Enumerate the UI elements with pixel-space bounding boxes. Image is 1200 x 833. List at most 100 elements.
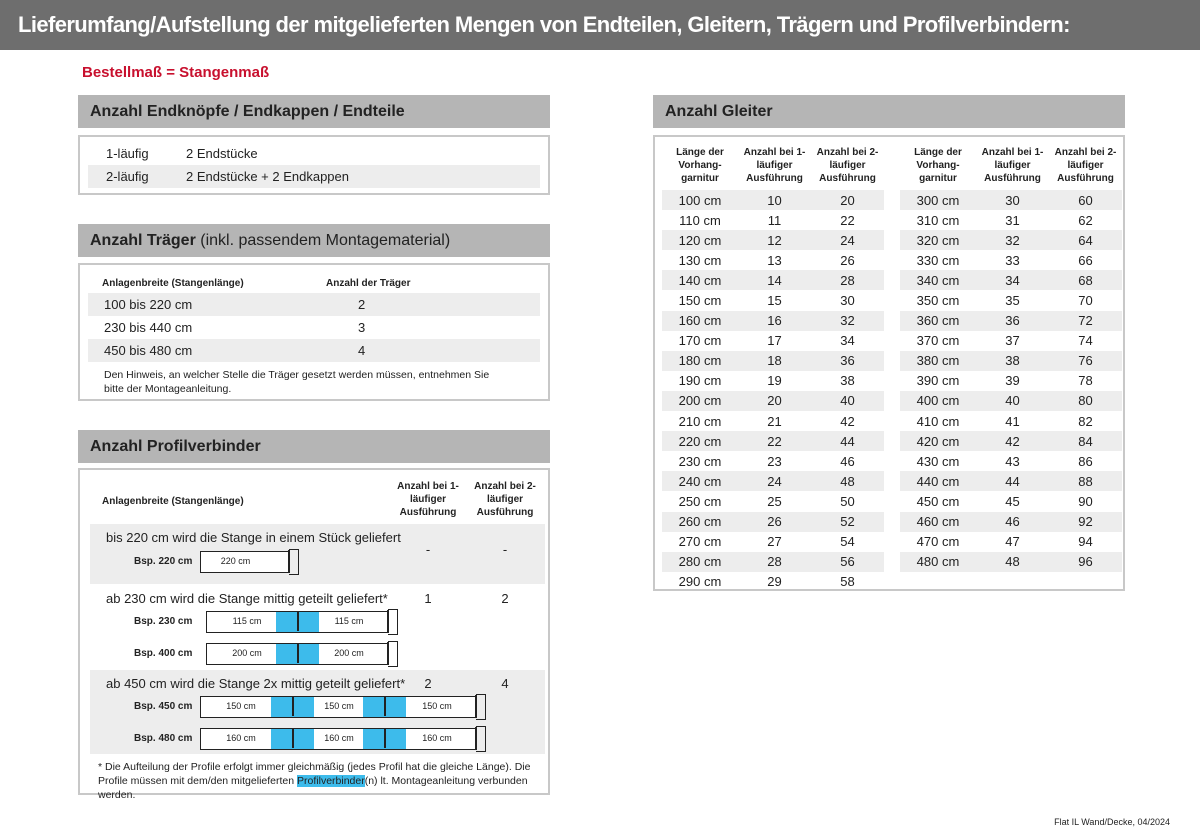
gleiter-count-1: 24: [767, 473, 782, 489]
gleiter-length: 190 cm: [678, 373, 722, 389]
gleiter-count-2: 22: [840, 212, 855, 228]
gleiter-count-2: 72: [1078, 313, 1093, 329]
gleiter-count-1: 39: [1005, 373, 1020, 389]
gleiter-length: 460 cm: [916, 514, 960, 530]
gleiter-length: 130 cm: [678, 252, 722, 268]
traeger-range: 100 bis 220 cm: [104, 297, 193, 312]
traeger-count: 2: [358, 297, 366, 312]
gleiter-count-1: 19: [767, 373, 782, 389]
gleiter-row: 330 cm 33 66: [900, 250, 1122, 270]
order-note: Bestellmaß = Stangenmaß: [82, 64, 270, 81]
example-label: Bsp. 480 cm: [134, 733, 193, 744]
gleiter-count-1: 14: [767, 272, 782, 288]
gleiter-col-header: Anzahl bei 2-läufiger Ausführung: [1054, 146, 1117, 184]
gleiter-row: 180 cm 18 36: [662, 350, 884, 371]
gleiter-row: 240 cm 24 48: [662, 471, 884, 492]
gleiter-row: 160 cm 16 32: [662, 310, 884, 331]
rail-diagram: 160 cm 160 cm 160 cm: [200, 728, 476, 750]
traeger-box: Anlagenbreite (Stangenlänge) Anzahl der T…: [78, 263, 550, 401]
gleiter-length: 180 cm: [678, 353, 722, 369]
gleiter-count-2: 84: [1078, 433, 1093, 449]
example-label: Bsp. 450 cm: [134, 701, 193, 712]
gleiter-row: 100 cm 10 20: [662, 190, 884, 211]
gleiter-row: 360 cm 36 72: [900, 310, 1122, 331]
example-label: Bsp. 230 cm: [134, 616, 193, 627]
gleiter-count-1: 17: [767, 333, 782, 349]
profil-count-2: 4: [501, 676, 509, 691]
profil-col1: Anlagenbreite (Stangenlänge): [102, 496, 244, 507]
profil-group: ab 230 cm wird die Stange mittig geteilt…: [90, 585, 545, 669]
gleiter-count-1: 12: [767, 232, 782, 248]
gleiter-count-1: 47: [1005, 534, 1020, 550]
segment-length: 160 cm: [226, 733, 256, 743]
gleiter-count-2: 62: [1078, 212, 1093, 228]
endteile-box: 1-läufig 2 Endstücke 2-läufig 2 Endstücke +…: [78, 135, 550, 195]
gleiter-count-1: 42: [1005, 433, 1020, 449]
gleiter-count-2: 92: [1078, 514, 1093, 530]
gleiter-count-2: 56: [840, 554, 855, 570]
gleiter-length: 230 cm: [678, 453, 722, 469]
gleiter-count-2: 50: [840, 493, 855, 509]
gleiter-length: 140 cm: [678, 272, 722, 288]
profil-note-highlight: Profilverbinder: [297, 775, 365, 787]
gleiter-count-1: 18: [767, 353, 782, 369]
gleiter-count-1: 48: [1005, 554, 1020, 570]
gleiter-count-2: 30: [840, 293, 855, 309]
gleiter-row: 280 cm 28 56: [662, 551, 884, 572]
split-line: [297, 612, 299, 631]
gleiter-count-2: 34: [840, 333, 855, 349]
gleiter-row: 370 cm 37 74: [900, 331, 1122, 351]
gleiter-row: 260 cm 26 52: [662, 511, 884, 532]
profil-heading: Anzahl Profilverbinder: [78, 430, 550, 463]
gleiter-row: 440 cm 44 88: [900, 471, 1122, 492]
gleiter-count-1: 15: [767, 293, 782, 309]
gleiter-length: 310 cm: [916, 212, 960, 228]
gleiter-count-2: 60: [1078, 192, 1093, 208]
end-bracket-icon: [387, 641, 398, 667]
gleiter-count-1: 29: [767, 574, 782, 590]
rail-diagram: 200 cm 200 cm: [206, 643, 388, 665]
gleiter-count-2: 82: [1078, 413, 1093, 429]
gleiter-length: 260 cm: [678, 514, 722, 530]
gleiter-count-2: 52: [840, 514, 855, 530]
gleiter-count-1: 45: [1005, 493, 1020, 509]
gleiter-count-1: 37: [1005, 333, 1020, 349]
profil-col3: Anzahl bei 2-läufiger Ausführung: [474, 481, 536, 518]
segment-length: 115 cm: [232, 616, 262, 626]
gleiter-length: 240 cm: [678, 473, 722, 489]
gleiter-row: 230 cm 23 46: [662, 451, 884, 471]
gleiter-length: 160 cm: [678, 313, 722, 329]
example-label: Bsp. 220 cm: [134, 556, 193, 567]
gleiter-length: 170 cm: [678, 333, 722, 349]
profil-count-1: 2: [424, 676, 432, 691]
gleiter-row: 270 cm 27 54: [662, 532, 884, 552]
gleiter-length: 150 cm: [678, 293, 722, 309]
gleiter-length: 440 cm: [916, 473, 960, 489]
gleiter-row: 430 cm 43 86: [900, 451, 1122, 471]
gleiter-count-1: 36: [1005, 313, 1020, 329]
gleiter-count-2: 88: [1078, 473, 1093, 489]
gleiter-count-1: 11: [767, 212, 782, 228]
gleiter-count-1: 20: [767, 393, 782, 409]
gleiter-count-2: 58: [840, 574, 855, 590]
gleiter-count-1: 38: [1005, 353, 1020, 369]
traeger-range: 230 bis 440 cm: [104, 320, 193, 335]
traeger-note: Den Hinweis, an welcher Stelle die Träge…: [104, 369, 490, 395]
gleiter-row: 310 cm 31 62: [900, 210, 1122, 230]
segment-length: 150 cm: [226, 701, 256, 711]
gleiter-count-2: 28: [840, 272, 855, 288]
segment-length: 220 cm: [220, 556, 251, 566]
gleiter-count-2: 64: [1078, 232, 1093, 248]
rail-diagram: 150 cm 150 cm 150 cm: [200, 696, 476, 718]
traeger-count: 3: [358, 320, 366, 335]
gleiter-table-left: Länge der Vorhang-garnitur Anzahl bei 1-l…: [662, 140, 884, 592]
traeger-col2: Anzahl der Träger: [326, 277, 411, 289]
rail-diagram: 220 cm: [200, 551, 289, 573]
gleiter-count-2: 36: [840, 353, 855, 369]
gleiter-length: 360 cm: [916, 313, 960, 329]
traeger-row: 230 bis 440 cm 3: [88, 316, 540, 339]
segment-length: 200 cm: [334, 648, 364, 658]
gleiter-row: 190 cm 19 38: [662, 371, 884, 391]
gleiter-row: 200 cm 20 40: [662, 390, 884, 412]
profil-note-text-end: (n) lt. Montageanleitung verbunden werde…: [98, 775, 528, 801]
